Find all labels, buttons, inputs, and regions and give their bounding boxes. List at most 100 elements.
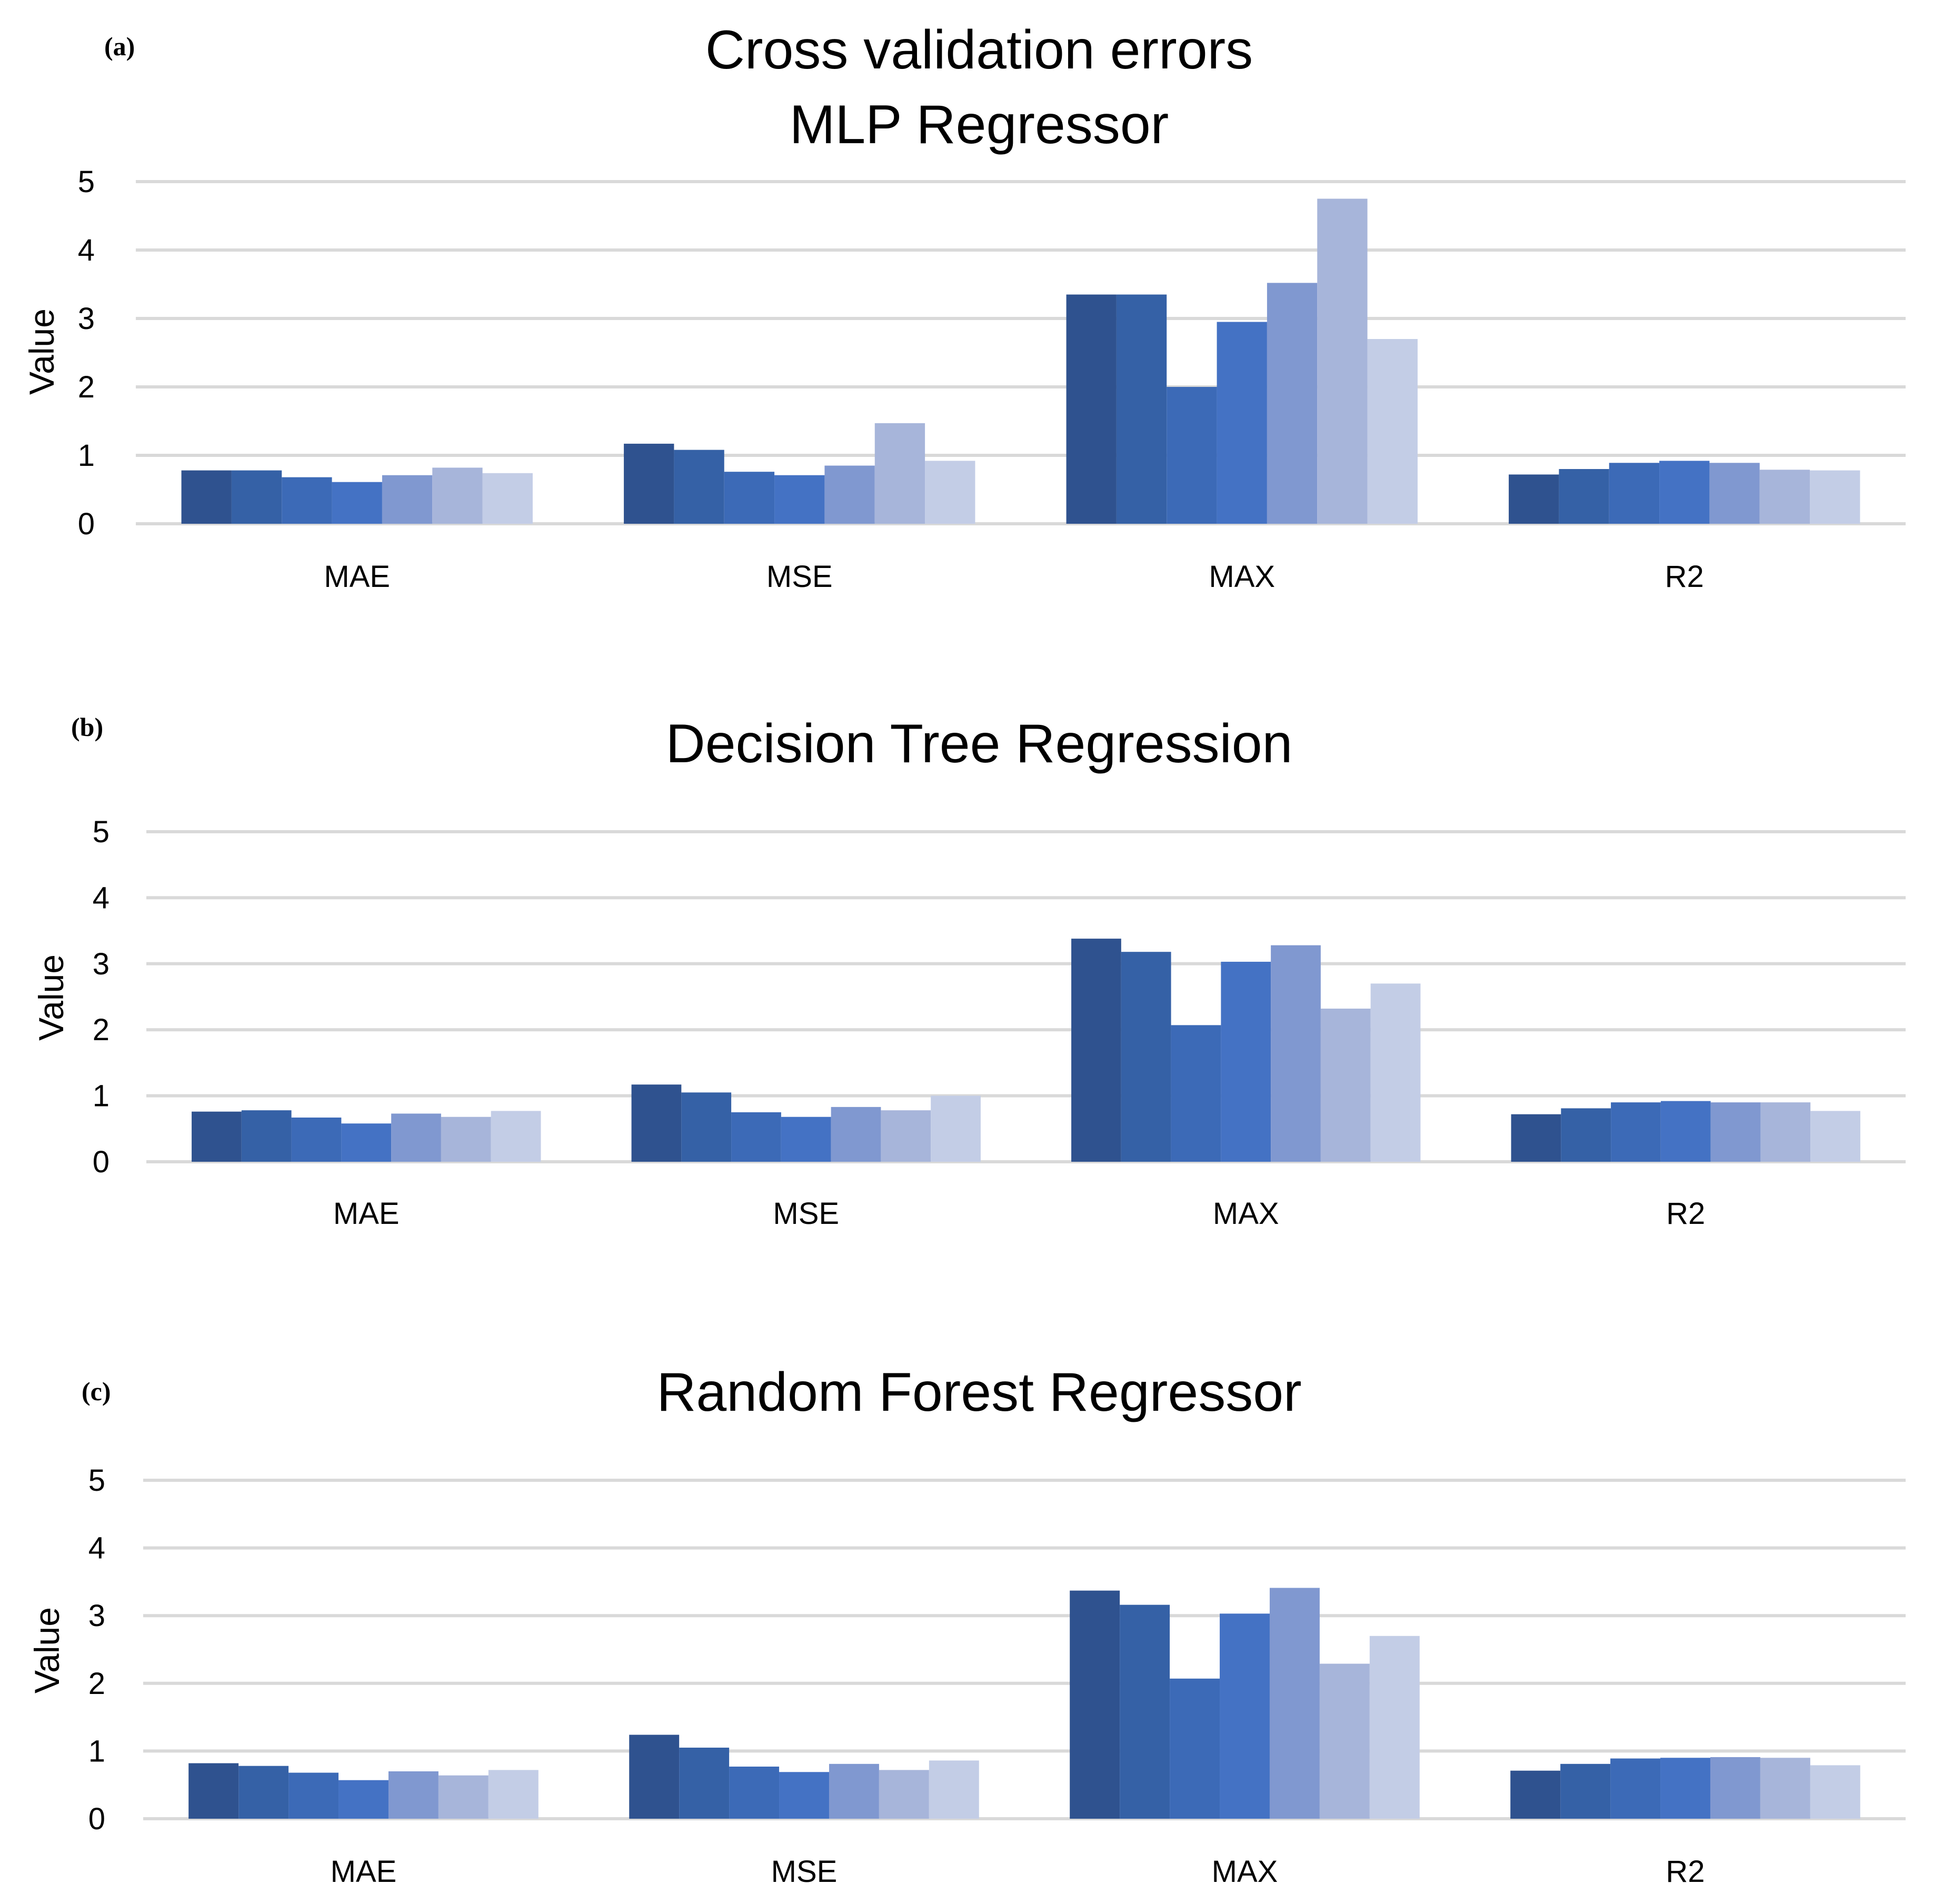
bar-r2-series-7 <box>1810 1111 1860 1162</box>
y-tick-label: 2 <box>93 1013 109 1047</box>
bar-mae-series-2 <box>241 1110 292 1162</box>
y-tick-labels: 0 1 2 3 4 5 <box>93 815 109 1179</box>
bar-mae-series-1 <box>192 1111 242 1162</box>
y-tick-label: 4 <box>78 233 95 267</box>
bar-max-series-2 <box>1116 294 1167 524</box>
bar-max-series-6 <box>1320 1009 1371 1162</box>
bar-mae-series-4 <box>341 1123 392 1162</box>
y-tick-label: 3 <box>93 947 109 981</box>
bar-r2-series-1 <box>1510 1770 1561 1819</box>
bar-r2-series-3 <box>1611 1102 1661 1162</box>
bar-mse-series-7 <box>929 1760 979 1819</box>
category-label-max: MAX <box>1213 1197 1279 1231</box>
y-tick-label: 1 <box>93 1079 109 1113</box>
y-tick-label: 5 <box>78 165 95 199</box>
chart-panel-a: (a) Cross validation errors MLP Regresso… <box>22 19 1906 594</box>
bar-max-series-4 <box>1217 322 1267 524</box>
category-label-mse: MSE <box>766 560 833 594</box>
bar-mse-series-6 <box>881 1110 931 1162</box>
bar-max-series-2 <box>1121 952 1171 1162</box>
bar-r2-series-1 <box>1511 1114 1561 1162</box>
bar-mse-series-3 <box>729 1766 780 1819</box>
category-label-max: MAX <box>1209 560 1275 594</box>
chart-title: Random Forest Regressor <box>656 1362 1301 1423</box>
category-label-mae: MAE <box>333 1197 400 1231</box>
category-labels: MAE MSE MAX R2 <box>331 1855 1705 1889</box>
bar-mse-series-5 <box>831 1106 881 1162</box>
bar-max-series-3 <box>1171 1025 1221 1162</box>
bars <box>192 939 1860 1162</box>
bar-mse-series-1 <box>631 1084 682 1162</box>
chart-title-line-1: Cross validation errors <box>705 19 1253 81</box>
bar-r2-series-2 <box>1561 1108 1611 1162</box>
y-tick-label: 0 <box>78 507 95 541</box>
chart-title-line-2: MLP Regressor <box>790 94 1169 155</box>
bar-mae-series-3 <box>288 1772 339 1819</box>
category-label-mse: MSE <box>773 1197 839 1231</box>
bar-mae-series-2 <box>231 470 282 524</box>
category-label-max: MAX <box>1212 1855 1278 1889</box>
bar-mse-series-3 <box>724 472 775 524</box>
bar-mae-series-4 <box>338 1780 388 1819</box>
bar-max-series-1 <box>1070 1590 1120 1819</box>
bar-mae-series-5 <box>382 475 433 524</box>
bar-mae-series-6 <box>438 1775 489 1819</box>
bar-mae-series-7 <box>491 1111 541 1162</box>
bars <box>181 198 1860 524</box>
bar-mse-series-6 <box>879 1770 929 1819</box>
category-label-mae: MAE <box>324 560 390 594</box>
y-tick-labels: 0 1 2 3 4 5 <box>78 165 95 541</box>
bar-max-series-4 <box>1221 962 1271 1162</box>
y-axis-label: Value <box>32 954 71 1041</box>
bar-mae-series-2 <box>238 1766 289 1819</box>
bar-max-series-7 <box>1367 339 1418 524</box>
bar-mse-series-6 <box>874 423 925 524</box>
bar-mse-series-4 <box>774 475 825 524</box>
bar-max-series-5 <box>1271 945 1321 1162</box>
bar-r2-series-2 <box>1559 469 1609 524</box>
category-label-r2: R2 <box>1666 1855 1705 1889</box>
bar-r2-series-6 <box>1759 470 1810 524</box>
bar-r2-series-4 <box>1660 1101 1711 1162</box>
bar-r2-series-3 <box>1610 1758 1661 1819</box>
bar-mse-series-5 <box>829 1763 879 1819</box>
panel-label: (a) <box>104 32 135 61</box>
bar-mae-series-3 <box>291 1117 342 1162</box>
bar-max-series-6 <box>1319 1663 1370 1819</box>
bar-mae-series-5 <box>391 1113 441 1162</box>
category-label-r2: R2 <box>1665 560 1704 594</box>
y-tick-label: 3 <box>88 1599 105 1633</box>
bar-mae-series-4 <box>332 482 382 524</box>
bar-max-series-4 <box>1220 1613 1270 1819</box>
bar-r2-series-7 <box>1810 1765 1860 1819</box>
bar-max-series-5 <box>1267 283 1318 524</box>
bar-r2-series-4 <box>1660 1758 1710 1819</box>
y-tick-label: 5 <box>93 815 109 849</box>
y-tick-label: 1 <box>78 438 95 473</box>
bar-r2-series-6 <box>1760 1102 1811 1162</box>
category-label-mse: MSE <box>771 1855 838 1889</box>
y-tick-label: 1 <box>88 1734 105 1768</box>
bar-r2-series-5 <box>1710 1757 1760 1819</box>
bar-mae-series-1 <box>188 1763 239 1819</box>
bar-r2-series-5 <box>1709 463 1760 524</box>
y-tick-labels: 0 1 2 3 4 5 <box>88 1463 105 1836</box>
y-tick-label: 0 <box>93 1145 109 1179</box>
bar-mae-series-7 <box>482 473 533 524</box>
y-tick-label: 4 <box>93 881 109 915</box>
bar-mse-series-2 <box>679 1747 730 1819</box>
bar-mse-series-7 <box>925 461 975 524</box>
bar-r2-series-2 <box>1560 1763 1611 1819</box>
bar-r2-series-1 <box>1509 474 1559 524</box>
bar-max-series-7 <box>1370 983 1421 1162</box>
y-tick-label: 2 <box>78 370 95 404</box>
bar-mae-series-5 <box>388 1771 439 1819</box>
bar-mae-series-1 <box>181 470 232 524</box>
bar-mae-series-7 <box>488 1770 539 1819</box>
bar-r2-series-6 <box>1760 1758 1810 1819</box>
bar-r2-series-7 <box>1810 470 1860 524</box>
bar-mse-series-3 <box>731 1112 781 1162</box>
y-axis-label: Value <box>27 1607 66 1693</box>
bar-r2-series-3 <box>1609 463 1660 524</box>
